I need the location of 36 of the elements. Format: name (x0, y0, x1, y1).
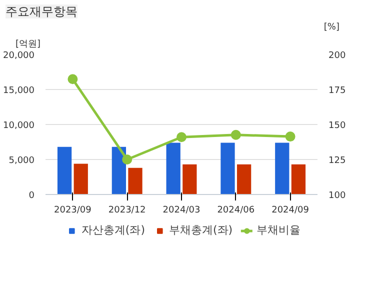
x-tick-label: 2023/09 (54, 206, 92, 216)
bar (74, 164, 88, 194)
y2-tick-label: 200 (328, 51, 346, 61)
x-tick-label: 2023/12 (108, 206, 146, 216)
bar (275, 142, 290, 194)
bar (220, 142, 235, 194)
x-tick-label: 2024/09 (272, 206, 310, 216)
legend-label: 자산총계(좌) (81, 222, 145, 238)
y2-tick-label: 175 (328, 86, 346, 96)
bar (128, 168, 142, 194)
y2-axis-title: [%] (324, 22, 340, 32)
y-tick-label: 5,000 (8, 156, 35, 166)
bar (236, 164, 252, 194)
legend-label: 부채비율 (256, 222, 301, 238)
y2-tick-label: 150 (328, 121, 346, 131)
bar (166, 142, 180, 194)
y-tick-label: 10,000 (3, 121, 35, 131)
point (122, 154, 132, 164)
point (230, 130, 241, 140)
x-tick-label: 2024/06 (217, 206, 255, 216)
point (176, 132, 186, 142)
y2-tick-label: 125 (328, 156, 346, 166)
point (285, 132, 296, 142)
legend-label: 부채총계(좌) (169, 222, 233, 238)
y-axis-title: [억원] (16, 40, 41, 50)
bar (112, 146, 126, 194)
x-tick-label: 2024/03 (162, 206, 200, 216)
y2-tick-label: 100 (328, 191, 346, 201)
bar (291, 164, 306, 194)
bar (57, 146, 72, 194)
y-tick-label: 0 (28, 191, 35, 201)
y-tick-label: 20,000 (3, 51, 35, 61)
point (68, 74, 78, 84)
bar (182, 164, 197, 194)
chart-title: 주요재무항목 (6, 4, 78, 18)
y-tick-label: 15,000 (3, 86, 35, 96)
